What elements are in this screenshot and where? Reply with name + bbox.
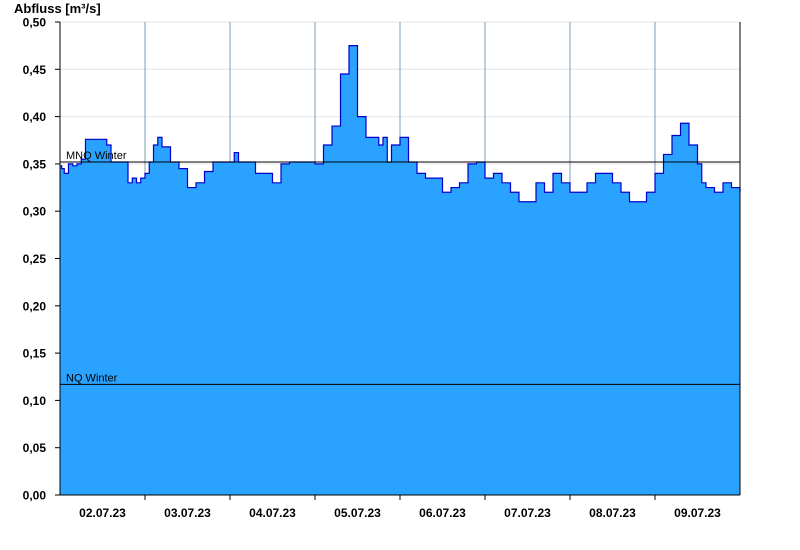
y-tick-label: 0,30 xyxy=(23,205,47,219)
y-tick-label: 0,50 xyxy=(23,16,47,30)
y-tick-label: 0,40 xyxy=(23,110,47,124)
x-tick-label: 09.07.23 xyxy=(674,506,721,520)
series-area xyxy=(60,45,741,496)
y-tick-label: 0,05 xyxy=(23,441,47,455)
y-tick-label: 0,15 xyxy=(23,347,47,361)
y-tick-label: 0,25 xyxy=(23,252,47,266)
x-tick-label: 05.07.23 xyxy=(334,506,381,520)
y-axis-title: Abfluss [m³/s] xyxy=(14,1,101,16)
reference-lines: MNQ Winter NQ Winter xyxy=(60,150,740,385)
y-tick-label: 0,45 xyxy=(23,63,47,77)
y-tick-label: 0,35 xyxy=(23,157,47,171)
reference-line-label: NQ Winter xyxy=(66,372,118,384)
discharge-area xyxy=(60,45,740,496)
x-tick-label: 06.07.23 xyxy=(419,506,466,520)
x-tick-label: 02.07.23 xyxy=(79,506,126,520)
y-tick-label: 0,20 xyxy=(23,299,47,313)
discharge-line xyxy=(60,45,741,203)
y-tick-label: 0,00 xyxy=(23,489,47,503)
y-tick-label: 0,10 xyxy=(23,394,47,408)
x-tick-label: 03.07.23 xyxy=(164,506,211,520)
x-tick-label: 08.07.23 xyxy=(589,506,636,520)
axes: 0,00 0,05 0,10 0,15 0,20 0,25 0,30 0,35 0,40 0,45… xyxy=(23,16,741,520)
x-tick-label: 04.07.23 xyxy=(249,506,296,520)
reference-line-label: MNQ Winter xyxy=(66,150,127,162)
x-tick-label: 07.07.23 xyxy=(504,506,551,520)
